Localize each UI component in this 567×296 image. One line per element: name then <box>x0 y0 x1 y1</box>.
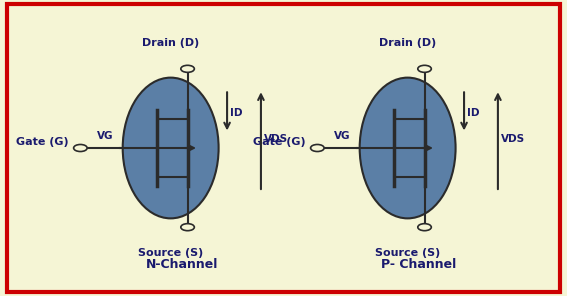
Circle shape <box>181 65 194 72</box>
Text: ID: ID <box>230 108 243 118</box>
FancyBboxPatch shape <box>7 4 560 292</box>
Ellipse shape <box>359 78 456 218</box>
Circle shape <box>74 144 87 152</box>
Text: Gate (G): Gate (G) <box>16 136 69 147</box>
Text: N-Channel: N-Channel <box>146 258 218 271</box>
Text: ID: ID <box>467 108 479 118</box>
Text: Source (S): Source (S) <box>138 248 204 258</box>
Text: VDS: VDS <box>501 134 525 144</box>
Text: Source (S): Source (S) <box>375 248 440 258</box>
Ellipse shape <box>122 78 219 218</box>
Circle shape <box>311 144 324 152</box>
Text: VG: VG <box>98 131 114 141</box>
Circle shape <box>418 224 431 231</box>
Text: Drain (D): Drain (D) <box>142 38 199 48</box>
Circle shape <box>181 224 194 231</box>
Circle shape <box>418 65 431 72</box>
Text: VDS: VDS <box>264 134 288 144</box>
Text: VG: VG <box>335 131 351 141</box>
Text: P- Channel: P- Channel <box>381 258 456 271</box>
Text: Drain (D): Drain (D) <box>379 38 436 48</box>
Text: Gate (G): Gate (G) <box>253 136 306 147</box>
